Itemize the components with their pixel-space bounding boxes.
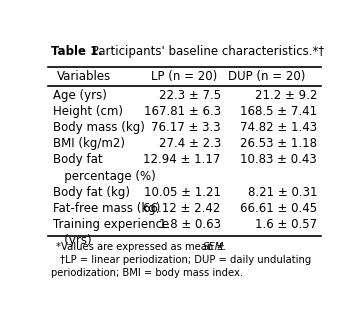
- Text: BMI (kg/m2): BMI (kg/m2): [53, 137, 125, 150]
- Text: Variables: Variables: [57, 70, 111, 83]
- Text: Body fat (kg): Body fat (kg): [53, 186, 130, 199]
- Text: 8.21 ± 0.31: 8.21 ± 0.31: [248, 186, 317, 199]
- Text: 74.82 ± 1.43: 74.82 ± 1.43: [240, 121, 317, 134]
- Text: 12.94 ± 1.17: 12.94 ± 1.17: [143, 153, 221, 167]
- Text: Height (cm): Height (cm): [53, 105, 123, 118]
- Text: †LP = linear periodization; DUP = daily undulating: †LP = linear periodization; DUP = daily …: [60, 255, 312, 265]
- Text: 1.6 ± 0.57: 1.6 ± 0.57: [255, 218, 317, 231]
- Text: *Values are expressed as mean ±: *Values are expressed as mean ±: [56, 242, 228, 252]
- Text: Fat-free mass (kg): Fat-free mass (kg): [53, 202, 161, 215]
- Text: LP (n = 20): LP (n = 20): [151, 70, 218, 83]
- Text: Body fat: Body fat: [53, 153, 103, 167]
- Text: percentage (%): percentage (%): [53, 170, 156, 183]
- Text: 167.81 ± 6.3: 167.81 ± 6.3: [144, 105, 221, 118]
- Text: Body mass (kg): Body mass (kg): [53, 121, 145, 134]
- Text: 76.17 ± 3.3: 76.17 ± 3.3: [151, 121, 221, 134]
- Text: 168.5 ± 7.41: 168.5 ± 7.41: [240, 105, 317, 118]
- Text: 10.83 ± 0.43: 10.83 ± 0.43: [240, 153, 317, 167]
- Text: 10.05 ± 1.21: 10.05 ± 1.21: [144, 186, 221, 199]
- Text: 26.53 ± 1.18: 26.53 ± 1.18: [240, 137, 317, 150]
- Text: Age (yrs): Age (yrs): [53, 89, 107, 102]
- Text: 66.61 ± 0.45: 66.61 ± 0.45: [240, 202, 317, 215]
- Text: SEM.: SEM.: [203, 242, 228, 252]
- Text: 27.4 ± 2.3: 27.4 ± 2.3: [158, 137, 221, 150]
- Text: 66.12 ± 2.42: 66.12 ± 2.42: [143, 202, 221, 215]
- Text: 1.8 ± 0.63: 1.8 ± 0.63: [159, 218, 221, 231]
- Text: 22.3 ± 7.5: 22.3 ± 7.5: [159, 89, 221, 102]
- Text: Training experience: Training experience: [53, 218, 170, 231]
- Text: periodization; BMI = body mass index.: periodization; BMI = body mass index.: [50, 268, 243, 278]
- Text: (yrs): (yrs): [53, 234, 92, 247]
- Text: DUP (n = 20): DUP (n = 20): [228, 70, 306, 83]
- Text: Table 1.: Table 1.: [50, 45, 103, 58]
- Text: Participants' baseline characteristics.*†: Participants' baseline characteristics.*…: [88, 45, 324, 58]
- Text: 21.2 ± 9.2: 21.2 ± 9.2: [255, 89, 317, 102]
